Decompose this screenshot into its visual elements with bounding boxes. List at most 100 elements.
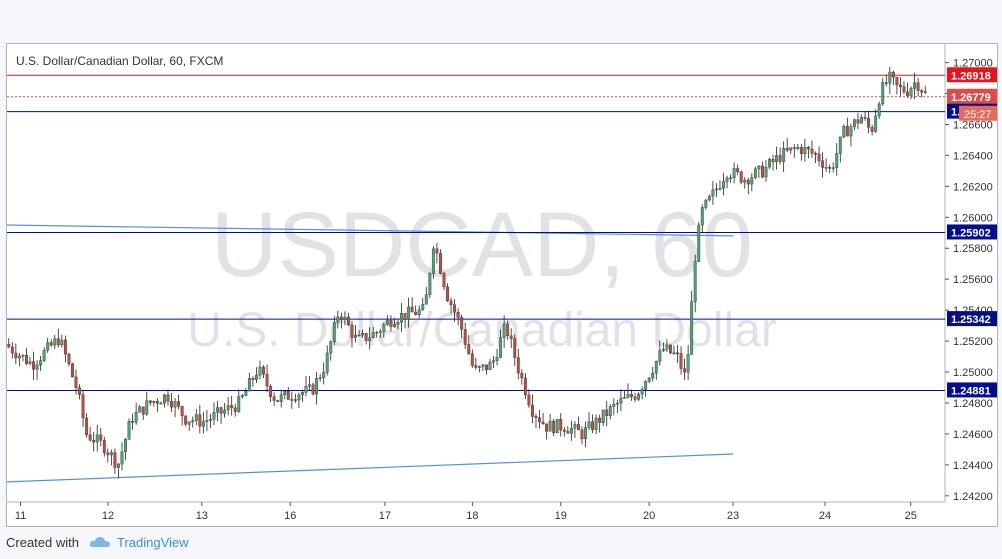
trendline [7, 224, 734, 237]
candle-body [707, 195, 711, 201]
candle [845, 117, 849, 137]
candle-body [584, 427, 587, 440]
candle [771, 154, 775, 171]
candle [612, 398, 616, 416]
candle-body [442, 273, 446, 288]
candle [439, 249, 442, 275]
candle [99, 427, 103, 447]
candle-body [385, 320, 389, 326]
candle-body [867, 117, 871, 128]
candle [538, 409, 541, 429]
time-tick-label: 12 [102, 510, 114, 522]
candle [902, 81, 906, 95]
candle-body [251, 378, 255, 380]
candle [42, 347, 46, 363]
candle [201, 411, 205, 434]
candle-body [336, 316, 340, 323]
candle-body [240, 395, 244, 397]
candle [884, 74, 888, 87]
candle-body [120, 451, 124, 465]
candle [768, 157, 771, 170]
time-tick-label: 11 [15, 510, 26, 522]
candle [679, 346, 683, 375]
price-line-label: 1.25902 [951, 227, 991, 239]
candle [849, 123, 853, 147]
candle-body [566, 431, 570, 434]
candle-body [633, 396, 637, 400]
candle-body [821, 160, 825, 168]
candle [785, 138, 789, 153]
candle-body [17, 355, 21, 359]
price-tick-label: 1.24400 [953, 460, 993, 472]
price-line-label: 1.24881 [951, 385, 991, 397]
candle-body [796, 146, 800, 149]
candle [739, 170, 743, 185]
candle [852, 118, 856, 131]
candle [693, 254, 697, 313]
candle [120, 442, 124, 471]
candle [187, 421, 191, 431]
candle [725, 175, 729, 189]
candle-body [789, 147, 793, 151]
price-line-label: 1.25342 [951, 314, 991, 326]
candle-body [304, 386, 308, 393]
candle-body [329, 341, 333, 354]
candle-body [209, 419, 212, 421]
candle-body [768, 159, 771, 168]
candle-body [347, 316, 350, 326]
candle [704, 198, 708, 210]
candle-body [166, 394, 170, 402]
candle [584, 421, 587, 448]
candle-body [615, 402, 619, 405]
candle-body [272, 396, 276, 401]
candle-body [531, 404, 534, 417]
candle-body [216, 407, 219, 413]
candle [276, 400, 280, 403]
candle [283, 390, 287, 400]
candle-body [410, 306, 414, 313]
candle [806, 145, 810, 159]
candle [792, 143, 796, 158]
candle [145, 391, 149, 416]
candle-body [446, 286, 449, 302]
candle-body [255, 374, 258, 380]
tradingview-brand-link[interactable]: TradingView [116, 534, 189, 550]
candle-body [569, 428, 573, 434]
candle [711, 181, 715, 205]
candle-body [799, 146, 803, 154]
candle-body [902, 86, 906, 93]
candle-body [842, 125, 846, 138]
candle [53, 334, 57, 350]
candle-body [718, 187, 722, 190]
candle-body [187, 421, 191, 425]
candle-body [679, 353, 683, 369]
candle [393, 317, 396, 328]
candle [506, 320, 510, 340]
candle [247, 372, 251, 392]
candle [746, 177, 750, 195]
candle-body [155, 401, 159, 404]
candle-body [67, 353, 71, 364]
candle-body [102, 440, 106, 454]
candle [194, 408, 198, 426]
candle-body [332, 322, 336, 342]
usdcad-chart[interactable]: USDCAD, 60 U.S. Dollar/Canadian Dollar 1.2… [7, 44, 999, 528]
candle-body [722, 181, 725, 189]
candle-body [884, 82, 888, 84]
candle [389, 315, 393, 332]
candle-body [654, 361, 658, 374]
candle [63, 335, 67, 363]
candle [775, 146, 779, 170]
candle-body [757, 165, 761, 170]
candle [262, 365, 265, 378]
candle [382, 322, 386, 338]
candle [371, 326, 375, 339]
candle [803, 138, 807, 162]
candle [640, 386, 644, 400]
candle-body [7, 343, 11, 348]
chart-container[interactable]: USDCAD, 60 U.S. Dollar/Canadian Dollar 1.2… [6, 43, 998, 527]
candle [410, 297, 414, 313]
price-line-label-box [947, 224, 997, 240]
candle-body [481, 364, 485, 367]
candle [867, 110, 871, 134]
